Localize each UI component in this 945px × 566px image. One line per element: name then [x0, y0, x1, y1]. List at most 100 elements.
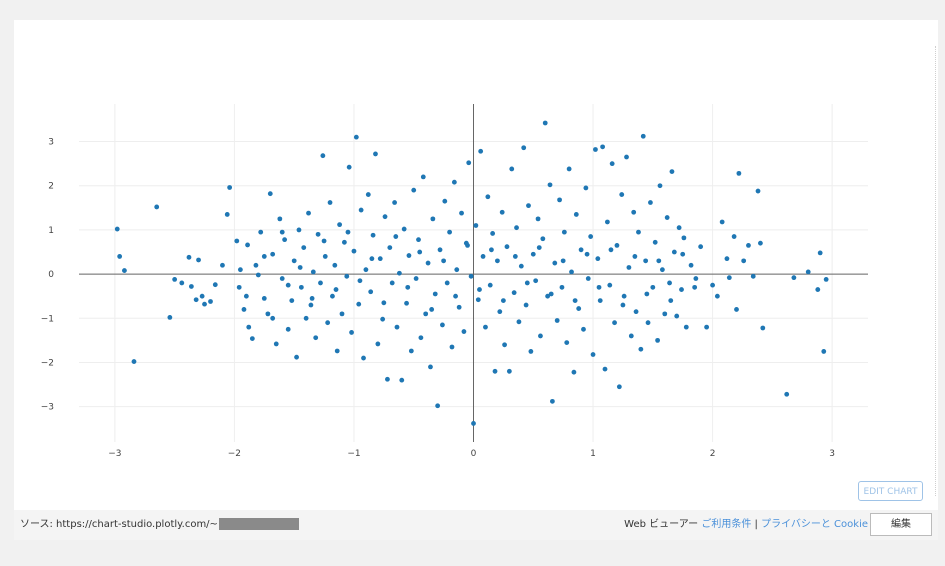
scatter-point [375, 341, 381, 347]
scatter-point [406, 253, 412, 258]
scatter-point [442, 198, 448, 204]
scatter-point [370, 232, 376, 238]
scatter-point [393, 234, 399, 239]
scatter-point [341, 239, 347, 245]
scatter-point [437, 247, 443, 253]
scatter-point [461, 329, 467, 334]
x-tick-label: −1 [347, 449, 360, 459]
scatter-point [392, 200, 397, 205]
scatter-point [633, 309, 639, 315]
scatter-point [320, 153, 326, 159]
scatter-point [536, 245, 542, 250]
scatter-point [583, 185, 589, 191]
scatter-point [255, 272, 261, 278]
scatter-point [680, 251, 686, 257]
scatter-point [614, 242, 620, 248]
scatter-point [504, 244, 510, 250]
scatter-point [693, 276, 699, 281]
scatter-point [480, 254, 486, 259]
y-tick-label: −3 [41, 403, 54, 413]
y-tick-label: 1 [48, 226, 54, 236]
terms-link[interactable]: ご利用条件 [701, 519, 752, 530]
grid-layer [79, 104, 868, 442]
scatter-point [524, 280, 530, 286]
scatter-point [477, 287, 482, 292]
scatter-point [475, 297, 481, 303]
scatter-point [584, 251, 590, 257]
scatter-point [533, 278, 539, 284]
scatter-point [724, 256, 730, 262]
scatter-point [114, 226, 120, 232]
scatter-point [540, 236, 546, 242]
scatter-point [571, 369, 577, 375]
scatter-point [333, 287, 339, 292]
scatter-points [114, 120, 829, 426]
scatter-point [243, 293, 249, 299]
scatter-point [542, 120, 548, 126]
scatter-point [279, 276, 285, 281]
scatter-point [236, 284, 242, 290]
scatter-point [394, 324, 400, 330]
scatter-point [253, 262, 259, 268]
scatter-point [530, 251, 536, 257]
scatter-point [585, 276, 591, 281]
scatter-point [261, 254, 267, 259]
scatter-point [734, 307, 739, 312]
scatter-point [626, 265, 632, 270]
scatter-point [495, 258, 500, 264]
edit-chart-button[interactable]: EDIT CHART [858, 481, 923, 501]
scatter-point [676, 225, 682, 231]
scatter-point [487, 282, 493, 288]
scatter-point [604, 219, 610, 225]
scatter-point [573, 212, 579, 217]
scatter-point [444, 280, 450, 286]
scatter-point [755, 188, 761, 194]
scatter-point [602, 366, 608, 372]
scatter-point [353, 134, 359, 140]
tick-labels: −3 −2 −1 0 1 2 3 −3 −2 −1 0 1 2 3 [41, 138, 835, 459]
scatter-point [492, 368, 498, 374]
scatter-point [261, 296, 267, 301]
scatter-point [306, 210, 311, 216]
scatter-point [122, 268, 127, 273]
scatter-point [805, 269, 811, 275]
scatter-point [381, 300, 387, 306]
scatter-point [334, 348, 340, 354]
scatter-point [621, 293, 627, 299]
scatter-point [509, 166, 515, 172]
redacted-username [218, 518, 299, 530]
source-label: ソース: https://chart-studio.plotly.com/~ [20, 519, 218, 530]
scatter-point [258, 229, 264, 235]
scatter-point [471, 421, 476, 426]
scatter-point [561, 229, 567, 235]
scatter-point [325, 320, 331, 326]
scatter-point [758, 240, 763, 246]
scatter-point [441, 258, 447, 264]
scatter-point [485, 194, 491, 200]
scatter-point [339, 311, 345, 317]
scatter-point [560, 258, 566, 264]
scatter-point [318, 280, 323, 286]
scatter-point [186, 254, 192, 260]
scatter-point [327, 200, 333, 205]
scatter-point [784, 391, 790, 397]
privacy-link[interactable]: プライバシーと Cookie [761, 519, 868, 530]
scatter-point [669, 169, 675, 175]
scatter-point [609, 161, 615, 167]
scatter-point [373, 151, 378, 157]
scatter-point [432, 291, 438, 297]
scatter-point [667, 280, 672, 286]
scatter-point [267, 191, 273, 197]
scatter-point [337, 222, 343, 228]
scatter-point [535, 216, 541, 222]
scatter-point [714, 293, 720, 299]
scatter-point [411, 187, 417, 193]
scatter-point [425, 260, 431, 266]
scatter-point [416, 237, 421, 243]
scatter-point [377, 256, 383, 262]
scatter-point [564, 340, 570, 345]
scatter-point [631, 209, 637, 215]
scatter-point [640, 133, 646, 139]
edit-button[interactable]: 編集 [870, 513, 932, 536]
scatter-point [578, 247, 584, 253]
